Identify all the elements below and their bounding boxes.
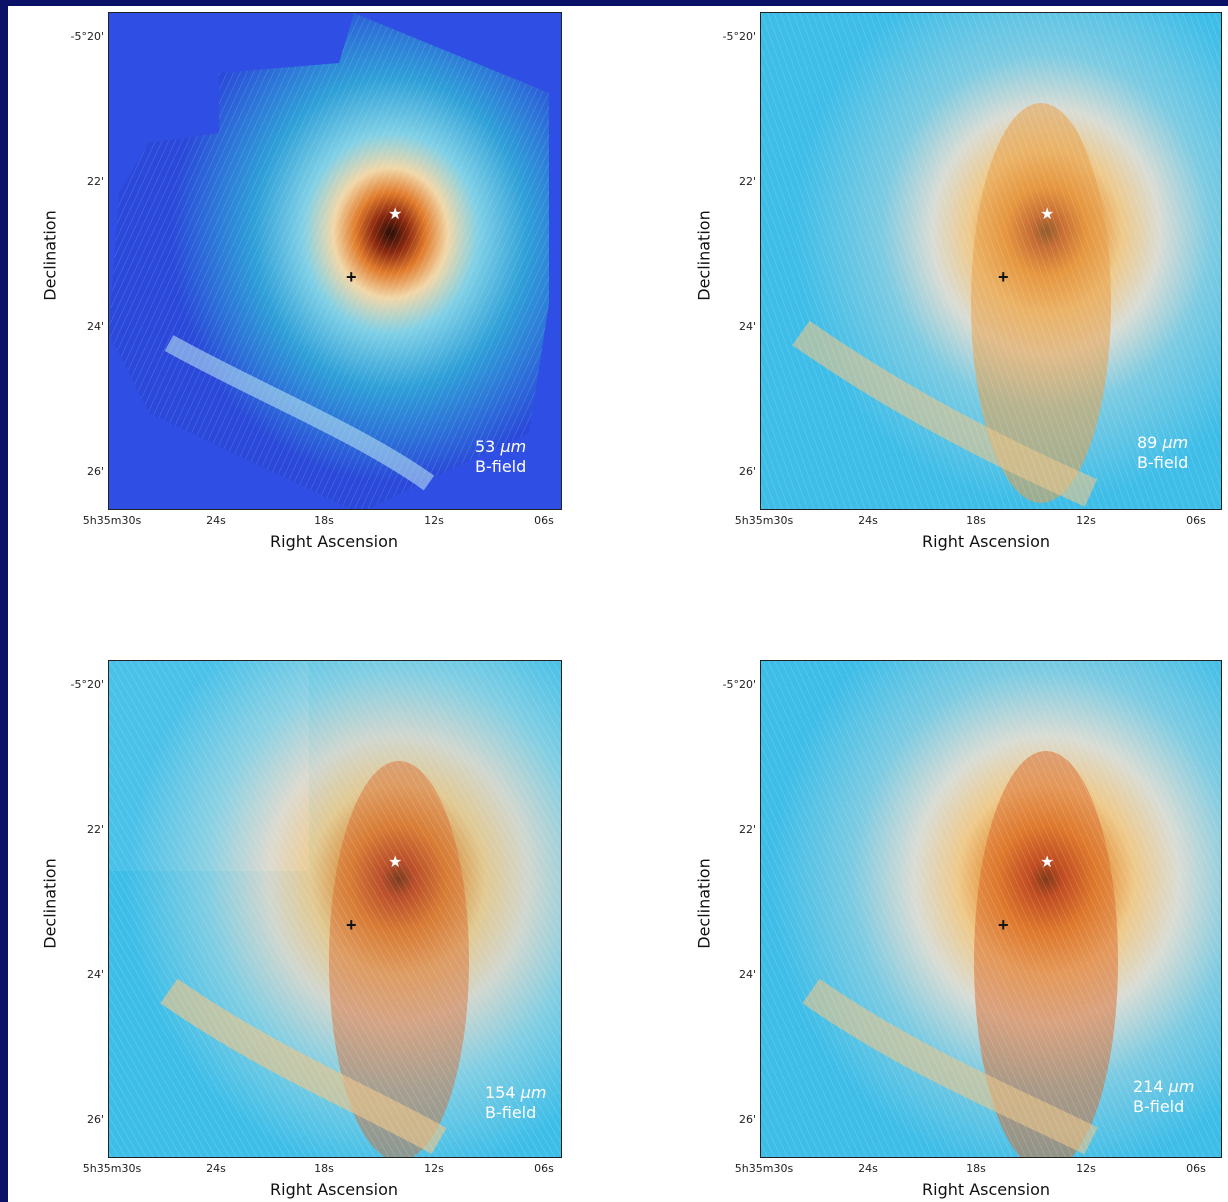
band-label: 214 μm B-field (1133, 1077, 1194, 1117)
polarization-map-image (109, 13, 561, 509)
y-tick-label: 24' (86, 320, 104, 333)
x-axis-label: Right Ascension (922, 1180, 1050, 1199)
panel-53um: Declination -5°20' 22' 24' 26' (8, 6, 608, 586)
x-tick-label: 06s (1186, 1162, 1206, 1175)
y-tick-label: -5°20' (722, 678, 757, 691)
y-tick-label: 22' (86, 175, 104, 188)
y-tick-label: -5°20' (722, 30, 757, 43)
x-tick-label: 5h35m30s (734, 1162, 794, 1175)
star-marker: ★ (388, 206, 403, 223)
band-field-label: B-field (485, 1103, 537, 1122)
x-tick-label: 06s (534, 1162, 554, 1175)
x-tick-label: 24s (206, 514, 226, 527)
x-axis-label: Right Ascension (922, 532, 1050, 551)
x-tick-label: 18s (314, 514, 334, 527)
y-tick-label: 22' (738, 175, 756, 188)
cross-marker: + (998, 267, 1009, 287)
map-plot: ★ + 214 μm B-field (760, 660, 1222, 1158)
x-axis-label: Right Ascension (270, 532, 398, 551)
y-tick-label: 24' (86, 968, 104, 981)
band-label: 154 μm B-field (485, 1083, 546, 1123)
band-unit: μm (1168, 1077, 1195, 1096)
x-tick-label: 12s (424, 1162, 444, 1175)
y-tick-label: -5°20' (70, 678, 105, 691)
x-tick-label: 18s (966, 514, 986, 527)
x-tick-label: 24s (858, 1162, 878, 1175)
cross-marker: + (346, 267, 357, 287)
y-tick-label: 26' (738, 465, 756, 478)
y-tick-label: 26' (738, 1113, 756, 1126)
band-field-label: B-field (475, 457, 527, 476)
map-plot: ★ + 53 μm B-field (108, 12, 562, 510)
x-tick-label: 18s (966, 1162, 986, 1175)
band-value: 214 (1133, 1077, 1164, 1096)
band-label: 89 μm B-field (1137, 433, 1188, 473)
star-marker: ★ (1040, 854, 1055, 871)
band-field-label: B-field (1137, 453, 1189, 472)
polarization-map-image (761, 13, 1221, 509)
star-marker: ★ (388, 854, 403, 871)
x-tick-label: 06s (534, 514, 554, 527)
panel-214um: Declination -5°20' 22' 24' 26' (660, 654, 1228, 1202)
band-value: 53 (475, 437, 496, 456)
x-tick-label: 18s (314, 1162, 334, 1175)
y-axis-label: Declination (40, 858, 60, 949)
star-marker: ★ (1040, 206, 1055, 223)
y-tick-label: 26' (86, 465, 104, 478)
cross-marker: + (998, 915, 1009, 935)
band-unit: μm (500, 437, 527, 456)
y-axis-label: Declination (694, 858, 714, 949)
band-value: 89 (1137, 433, 1158, 452)
band-unit: μm (520, 1083, 547, 1102)
y-tick-label: 26' (86, 1113, 104, 1126)
x-axis-label: Right Ascension (270, 1180, 398, 1199)
y-axis-label: Declination (40, 210, 60, 301)
map-plot: ★ + 89 μm B-field (760, 12, 1222, 510)
x-tick-label: 12s (1076, 514, 1096, 527)
band-field-label: B-field (1133, 1097, 1185, 1116)
x-tick-label: 24s (858, 514, 878, 527)
x-tick-label: 24s (206, 1162, 226, 1175)
band-label: 53 μm B-field (475, 437, 526, 477)
x-tick-label: 5h35m30s (82, 514, 142, 527)
x-tick-label: 12s (424, 514, 444, 527)
x-tick-label: 06s (1186, 514, 1206, 527)
map-plot: ★ + 154 μm B-field (108, 660, 562, 1158)
y-tick-label: 24' (738, 968, 756, 981)
polarization-map-image (761, 661, 1221, 1157)
x-tick-label: 5h35m30s (734, 514, 794, 527)
figure-canvas: Declination -5°20' 22' 24' 26' (8, 6, 1228, 1202)
panel-89um: Declination -5°20' 22' 24' 26' (660, 6, 1228, 586)
y-tick-label: -5°20' (70, 30, 105, 43)
y-tick-label: 24' (738, 320, 756, 333)
band-value: 154 (485, 1083, 516, 1102)
panel-154um: Declination -5°20' 22' 24' 26' (8, 654, 608, 1202)
x-tick-label: 5h35m30s (82, 1162, 142, 1175)
y-tick-label: 22' (86, 823, 104, 836)
x-tick-label: 12s (1076, 1162, 1096, 1175)
cross-marker: + (346, 915, 357, 935)
y-tick-label: 22' (738, 823, 756, 836)
band-unit: μm (1162, 433, 1189, 452)
polarization-map-image (109, 661, 561, 1157)
y-axis-label: Declination (694, 210, 714, 301)
